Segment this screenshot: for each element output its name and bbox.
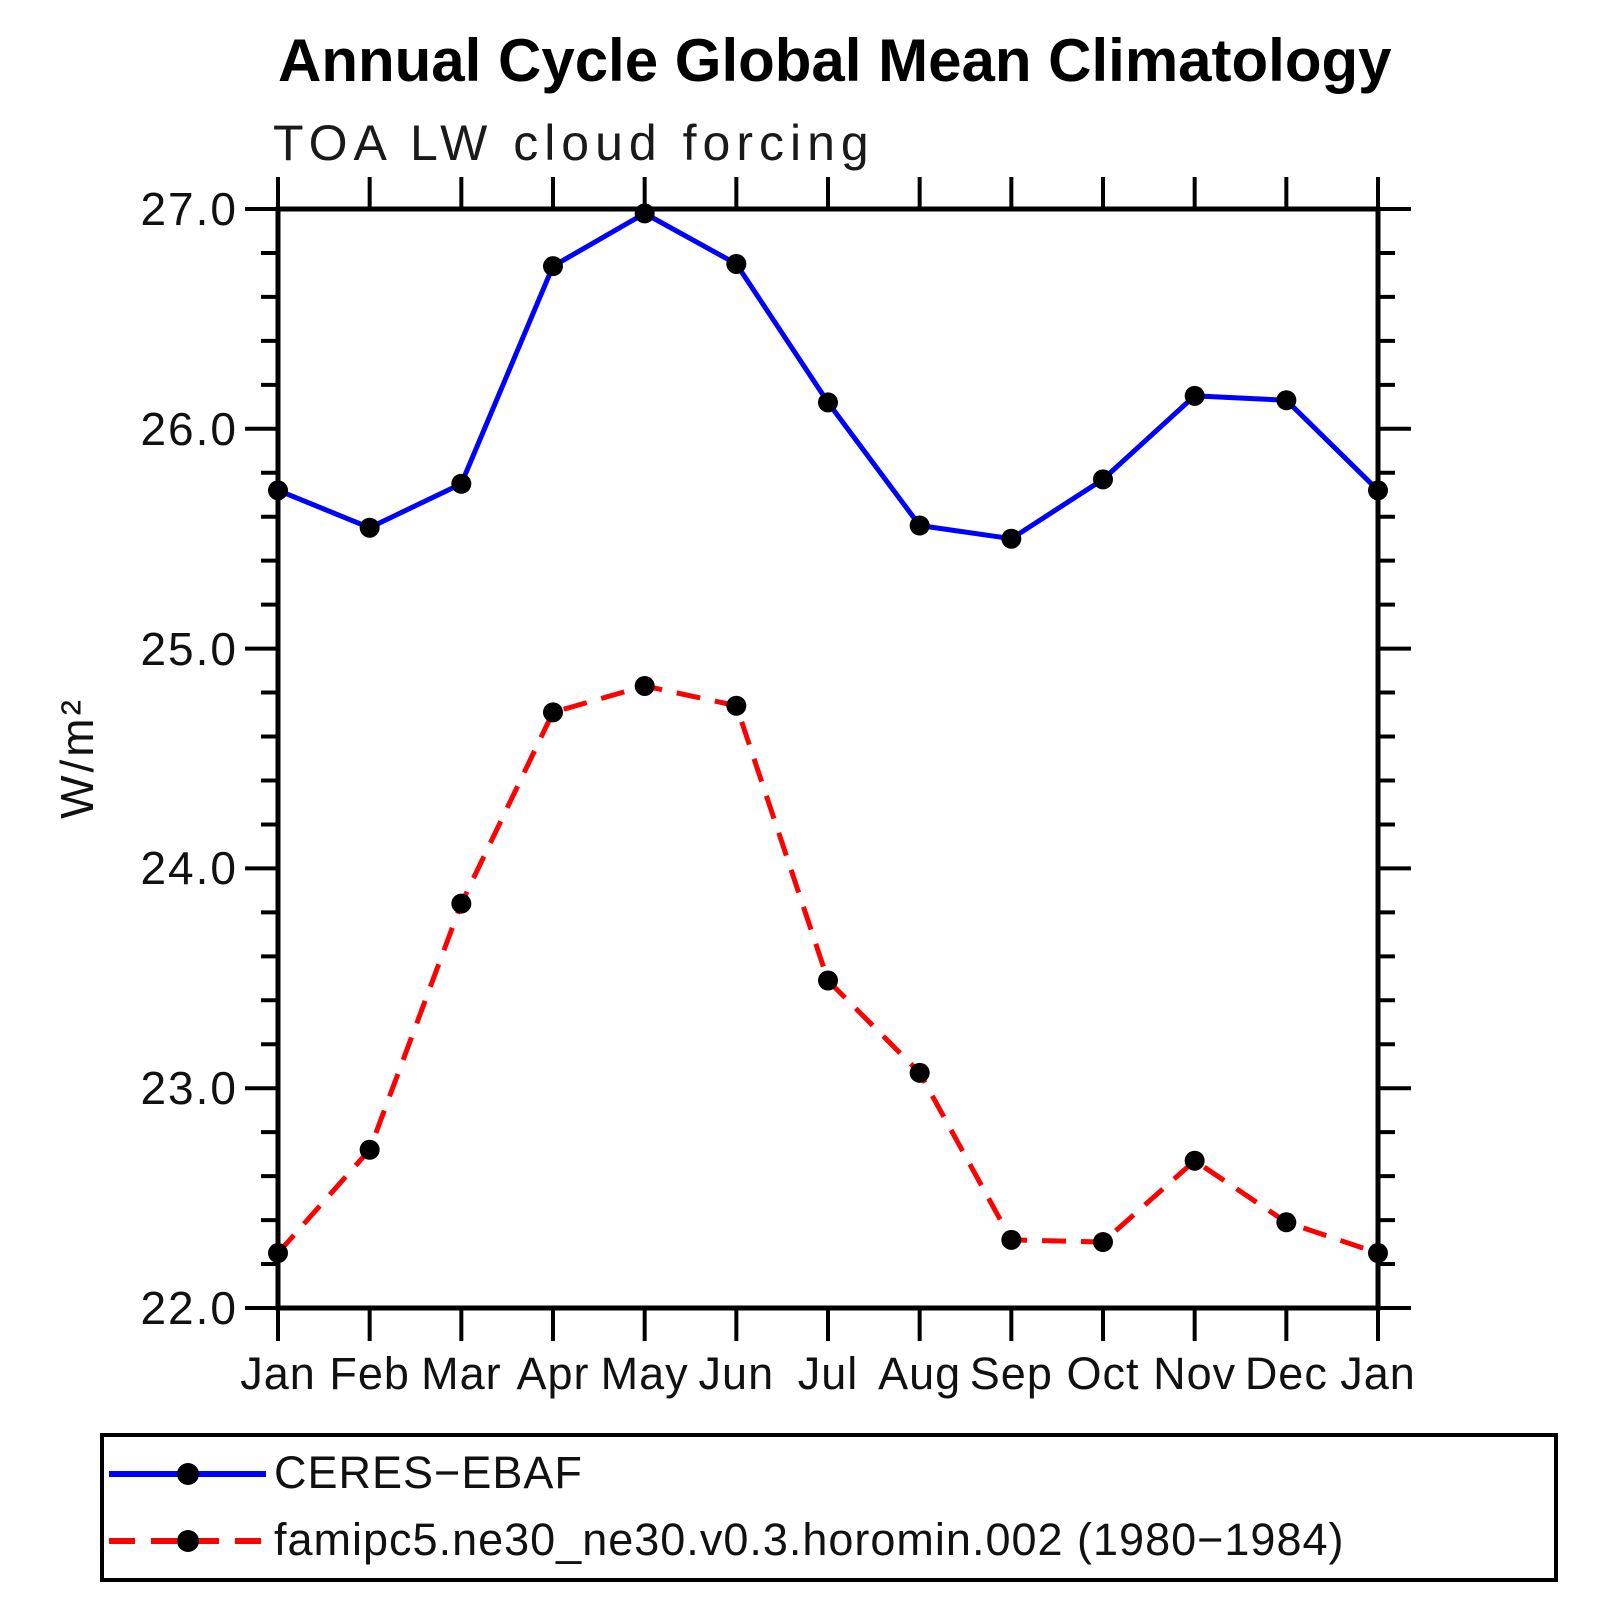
data-point-marker — [909, 515, 930, 536]
data-point-marker — [1184, 1150, 1205, 1171]
data-point-marker — [634, 203, 655, 224]
y-tick-label: 26.0 — [140, 402, 238, 455]
data-point-marker — [1368, 1243, 1388, 1264]
x-tick-label: Aug — [878, 1348, 962, 1399]
data-point-marker — [1184, 385, 1205, 406]
data-point-marker — [1368, 480, 1388, 501]
y-tick-label: 24.0 — [140, 842, 238, 895]
data-point-marker — [1276, 390, 1297, 411]
data-point-marker — [1093, 469, 1113, 490]
x-tick-label: Mar — [421, 1348, 502, 1399]
data-point-marker — [451, 473, 472, 494]
x-tick-label: Feb — [329, 1348, 410, 1399]
data-point-marker — [726, 253, 747, 274]
data-point-marker — [634, 675, 655, 696]
data-point-marker — [451, 893, 472, 914]
data-point-marker — [818, 970, 838, 991]
plot-box — [275, 206, 1381, 1311]
data-point-marker — [268, 480, 288, 501]
x-tick-label: Jan — [240, 1348, 316, 1399]
data-point-marker — [1001, 528, 1022, 549]
y-tick-label: 27.0 — [140, 183, 238, 235]
y-tick-label: 22.0 — [140, 1282, 238, 1334]
legend-box: CERES−EBAF famipc5.ne30_ne30.v0.3.horomi… — [100, 1433, 1558, 1582]
x-tick-label: May — [600, 1348, 689, 1399]
x-tick-label: Jan — [1340, 1348, 1416, 1399]
chart-title: Annual Cycle Global Mean Climatology — [278, 27, 1392, 94]
legend-samples — [109, 1463, 266, 1552]
data-point-marker — [818, 392, 838, 413]
legend-label-model: famipc5.ne30_ne30.v0.3.horomin.002 (1980… — [274, 1514, 1345, 1565]
x-tick-label: Sep — [969, 1348, 1053, 1399]
data-point-marker — [543, 256, 563, 277]
x-tick-label: Jun — [698, 1348, 775, 1399]
x-tick-label: Oct — [1066, 1348, 1140, 1399]
data-point-marker — [543, 702, 563, 723]
series-line-ceres-ebaf — [277, 210, 1380, 542]
series-line-model — [276, 683, 1379, 1256]
data-point-marker — [268, 1243, 288, 1264]
data-point-marker — [359, 517, 380, 538]
x-tick-label: Jul — [797, 1348, 859, 1399]
y-tick-label: 23.0 — [140, 1062, 238, 1115]
data-point-marker — [1276, 1212, 1297, 1233]
data-point-marker — [1093, 1232, 1113, 1253]
x-tick-label: Dec — [1244, 1348, 1328, 1399]
data-point-marker — [359, 1139, 380, 1160]
chart-subtitle: TOA LW cloud forcing — [273, 115, 875, 171]
data-point-marker — [1001, 1229, 1022, 1250]
data-point-marker — [726, 695, 747, 716]
legend-label-ceres-ebaf: CERES−EBAF — [274, 1447, 583, 1498]
legend-marker — [177, 1463, 199, 1485]
data-point-marker — [909, 1062, 930, 1083]
x-tick-label: Nov — [1153, 1348, 1237, 1399]
x-tick-label: Apr — [516, 1348, 590, 1399]
legend-marker — [177, 1530, 199, 1552]
y-tick-label: 25.0 — [140, 622, 238, 675]
